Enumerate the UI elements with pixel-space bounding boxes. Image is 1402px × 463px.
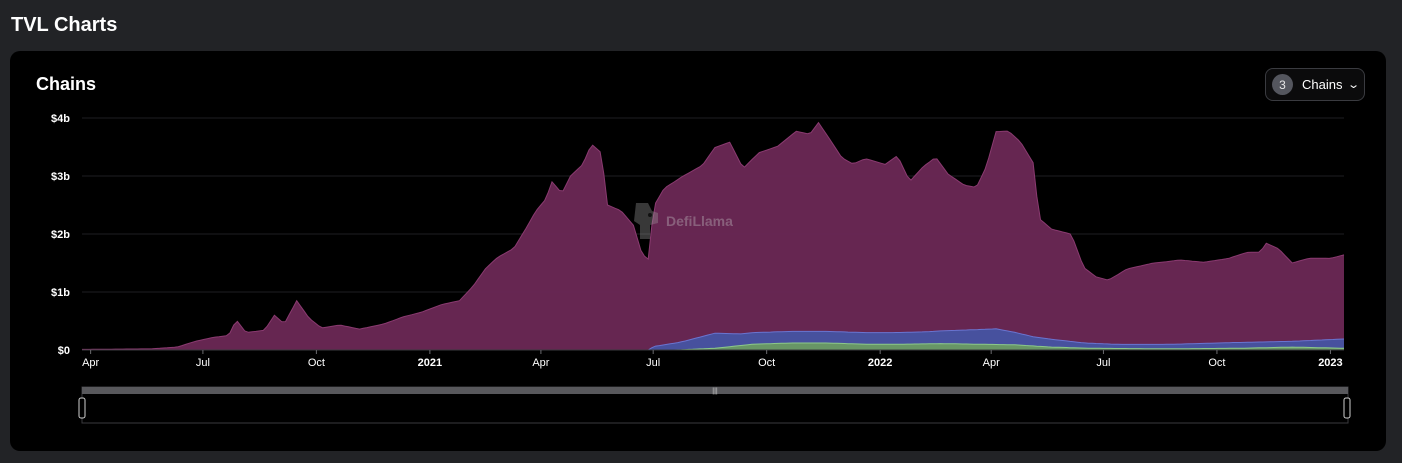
x-tick-label: 2021 — [418, 357, 442, 369]
x-tick-label: Apr — [983, 357, 1000, 369]
y-tick-label: $1b — [51, 287, 70, 299]
card-title: Chains — [36, 74, 97, 94]
chevron-down-icon: ⌄ — [1347, 79, 1361, 91]
y-tick-label: $2b — [51, 229, 70, 241]
chains-select[interactable]: 3 Chains ⌄ — [1265, 68, 1365, 101]
x-tick-label: 2022 — [868, 357, 892, 369]
watermark-text: DefiLlama — [666, 213, 733, 229]
y-axis: $0 $1b $2b $3b $4b — [51, 113, 70, 357]
y-tick-label: $0 — [58, 345, 70, 357]
page-title: TVL Charts — [11, 14, 118, 36]
series-line-0 — [82, 121, 1345, 350]
zoom-handle-left[interactable] — [78, 397, 86, 419]
zoom-handle-right[interactable] — [1343, 397, 1351, 419]
series-area-0 — [82, 122, 1344, 350]
tvl-chart: $0 $1b $2b $3b $4b Apr Jul Oct 2021 Apr Jul Oct 202… — [51, 113, 1351, 424]
chains-select-label: Chains — [1302, 77, 1343, 92]
x-tick-label: Apr — [82, 357, 99, 369]
chart-card: Chains 3 Chains ⌄ $0 $1b $2b $3b $4b Apr Jul O… — [10, 51, 1386, 451]
y-tick-label: $4b — [51, 113, 70, 125]
zoom-slider-bar[interactable] — [82, 387, 1348, 394]
x-tick-label: Jul — [196, 357, 210, 369]
llama-logo-icon — [634, 203, 658, 239]
x-tick-label: Jul — [646, 357, 660, 369]
x-tick-label: Apr — [532, 357, 549, 369]
x-tick-label: Jul — [1096, 357, 1110, 369]
x-tick-label: Oct — [1208, 357, 1225, 369]
x-tick-label: Oct — [308, 357, 325, 369]
chains-count-badge: 3 — [1272, 74, 1293, 95]
y-tick-label: $3b — [51, 171, 70, 183]
series-area-1 — [82, 328, 1344, 350]
x-tick-label: 2023 — [1318, 357, 1342, 369]
series-area-2 — [82, 343, 1344, 350]
zoom-slider-grip[interactable]: ||| — [712, 388, 718, 395]
watermark: DefiLlama — [630, 201, 733, 241]
zoom-slider: ||| — [78, 386, 1351, 424]
x-tick-label: Oct — [758, 357, 775, 369]
x-axis: Apr Jul Oct 2021 Apr Jul Oct 2022 Apr Jul Oct 2023 — [82, 349, 1344, 369]
